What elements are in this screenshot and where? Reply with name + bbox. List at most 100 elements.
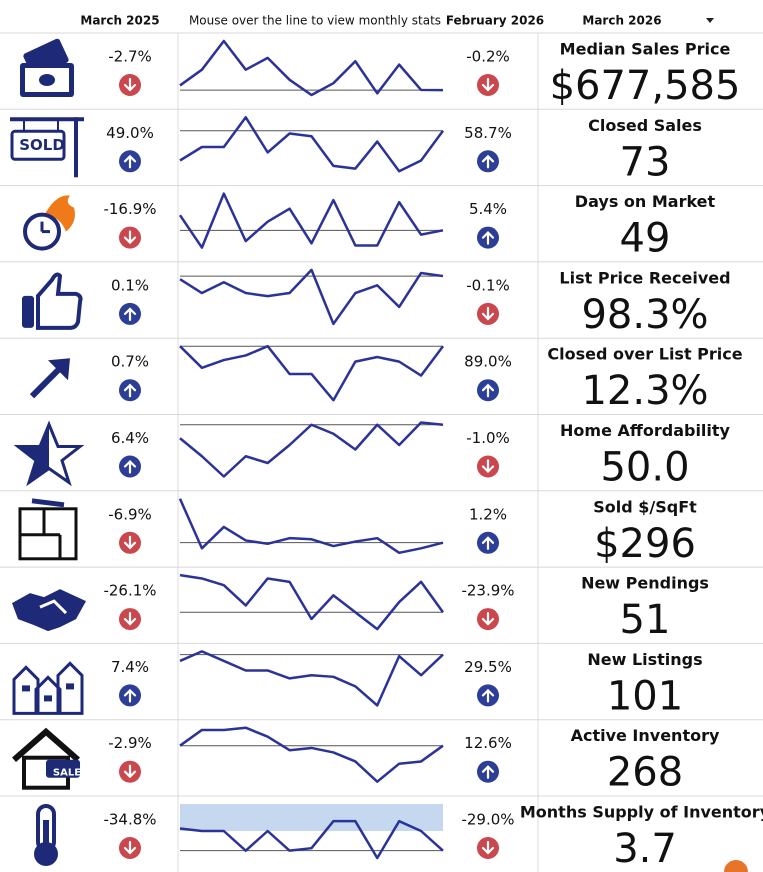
arrow	[123, 764, 137, 779]
metric-value: 49	[620, 216, 671, 262]
arrow	[123, 612, 137, 626]
percent-change: -16.9%	[103, 200, 156, 218]
icon-shape	[34, 842, 58, 866]
metric-value: 50.0	[600, 445, 689, 491]
icon: SALE	[12, 727, 81, 790]
icon-shape	[22, 295, 34, 328]
badge	[724, 860, 748, 872]
icon-text: SALE	[53, 768, 81, 779]
icon-shape	[46, 759, 80, 778]
metric-title: Days on Market	[575, 192, 716, 211]
metric-value: 98.3%	[581, 292, 708, 338]
icon-text: SOLD	[19, 136, 65, 154]
metric-title: Closed Sales	[588, 116, 702, 135]
dropdown-arrow[interactable]	[706, 18, 714, 23]
metric-value: 73	[620, 139, 671, 185]
percent-change: 1.2%	[469, 505, 507, 523]
percent-change: 6.4%	[111, 429, 149, 447]
column-header: March 2025	[80, 14, 159, 28]
arrow	[481, 231, 495, 245]
percent-change: -23.9%	[461, 582, 514, 600]
metric-value: 101	[607, 673, 683, 719]
icon-shape	[18, 424, 49, 483]
icon-shape	[48, 358, 70, 381]
icon-shape	[43, 820, 49, 852]
sparkline	[179, 650, 444, 707]
arrow	[481, 612, 495, 626]
percent-change: 5.4%	[469, 200, 507, 218]
metric-value: 268	[607, 750, 683, 796]
sparkline	[178, 498, 444, 555]
percent-change: 0.1%	[111, 276, 149, 294]
icon-shape	[36, 272, 83, 330]
metric-title: Active Inventory	[571, 726, 720, 745]
percent-change: -6.9%	[108, 505, 152, 523]
metric-title: Median Sales Price	[560, 40, 731, 59]
period-select[interactable]: March 2026	[582, 14, 661, 28]
metric-value: $296	[594, 521, 696, 567]
arrow	[123, 307, 137, 321]
icon-shape	[12, 727, 80, 762]
arrow	[481, 765, 495, 779]
metric-value: 3.7	[613, 826, 677, 872]
icon: SOLD	[10, 117, 84, 178]
percent-change: 49.0%	[106, 124, 154, 142]
arrow	[123, 230, 137, 245]
icon	[13, 420, 85, 487]
arrow	[123, 535, 137, 550]
arrow	[123, 77, 137, 92]
sparkline	[179, 573, 445, 631]
sparkline	[179, 819, 444, 860]
icon-shape	[12, 589, 86, 632]
arrow	[123, 154, 137, 169]
percent-change: 7.4%	[111, 658, 149, 676]
sparkline	[179, 39, 444, 97]
metric-title: Sold $/SqFt	[593, 497, 697, 516]
metric-title: List Price Received	[559, 268, 730, 287]
sparkline	[179, 268, 444, 326]
metric-value: $677,585	[550, 63, 741, 109]
icon	[12, 661, 84, 715]
arrow	[481, 154, 495, 169]
sparkline	[179, 344, 445, 402]
arrow	[123, 840, 137, 855]
metric-title: Closed over List Price	[547, 345, 742, 364]
sparkline	[179, 116, 445, 173]
icon-shape	[31, 498, 65, 508]
icon-shape	[66, 683, 74, 690]
percent-change: -29.0%	[461, 811, 514, 829]
icon	[29, 358, 70, 399]
icon-shape	[12, 661, 84, 715]
icon	[34, 804, 58, 866]
percent-change: 0.7%	[111, 353, 149, 371]
icon-shape	[22, 685, 30, 692]
arrow	[481, 840, 495, 855]
arrow	[123, 459, 137, 474]
percent-change: 89.0%	[464, 353, 512, 371]
arrow	[481, 536, 495, 550]
icon	[18, 498, 78, 561]
icon	[20, 38, 74, 97]
arrow	[481, 383, 495, 398]
icon	[22, 272, 83, 330]
percent-change: -26.1%	[103, 582, 156, 600]
percent-change: -0.2%	[466, 48, 510, 66]
icon-shape	[10, 129, 66, 161]
sparkline	[178, 192, 444, 249]
metric-title: New Pendings	[581, 574, 709, 593]
arrow	[123, 688, 137, 703]
arrow	[481, 688, 495, 703]
icon-shape	[39, 599, 68, 615]
icon-shape	[44, 195, 75, 232]
metric-value: 12.3%	[581, 368, 708, 414]
sparkline	[179, 421, 444, 478]
arrow	[481, 306, 495, 321]
percent-change: -34.8%	[103, 811, 156, 829]
arrow	[481, 77, 495, 92]
percent-change: 12.6%	[464, 734, 512, 752]
percent-change: -0.1%	[466, 276, 510, 294]
icon-shape	[44, 695, 52, 702]
range-band	[180, 804, 443, 831]
percent-change: -2.7%	[108, 48, 152, 66]
